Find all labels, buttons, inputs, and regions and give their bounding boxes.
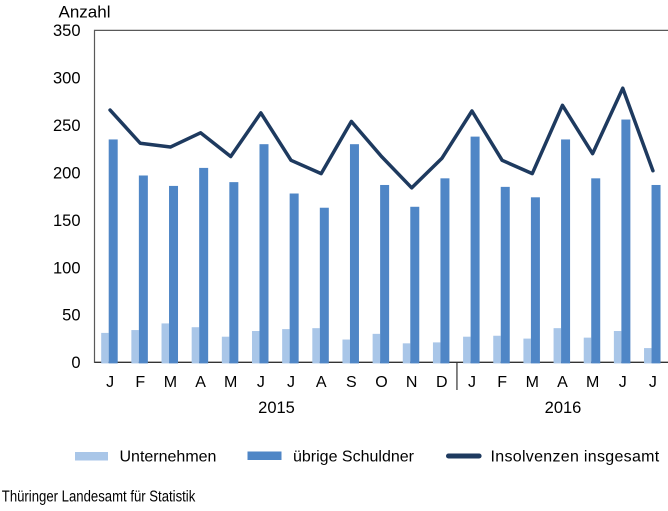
svg-text:350: 350 [53,22,81,40]
svg-text:S: S [346,374,357,391]
svg-text:F: F [497,374,507,391]
svg-text:J: J [287,374,295,391]
svg-text:D: D [436,374,448,391]
svg-text:Insolvenzen insgesamt: Insolvenzen insgesamt [491,449,660,466]
svg-text:50: 50 [62,307,80,325]
svg-text:Thüringer Landesamt für Statis: Thüringer Landesamt für Statistik [2,488,196,505]
svg-text:J: J [468,374,476,391]
svg-text:100: 100 [53,259,81,277]
svg-text:250: 250 [53,117,81,135]
svg-text:A: A [557,374,568,391]
svg-text:0: 0 [71,354,80,372]
svg-text:300: 300 [53,70,81,88]
svg-text:J: J [257,374,265,391]
svg-text:Unternehmen: Unternehmen [120,449,217,466]
svg-text:M: M [164,374,177,391]
svg-text:A: A [316,374,327,391]
svg-text:J: J [649,374,657,391]
svg-text:2016: 2016 [545,399,582,417]
svg-text:A: A [195,374,206,391]
svg-text:J: J [106,374,114,391]
svg-text:übrige Schuldner: übrige Schuldner [293,449,415,466]
svg-text:150: 150 [53,212,81,230]
svg-text:2015: 2015 [258,399,295,417]
svg-text:M: M [224,374,237,391]
svg-text:M: M [586,374,599,391]
svg-text:O: O [375,374,387,391]
svg-text:F: F [135,374,145,391]
svg-text:M: M [526,374,539,391]
svg-text:J: J [619,374,627,391]
svg-text:200: 200 [53,164,81,182]
svg-text:N: N [406,374,418,391]
svg-text:Anzahl: Anzahl [59,3,111,22]
